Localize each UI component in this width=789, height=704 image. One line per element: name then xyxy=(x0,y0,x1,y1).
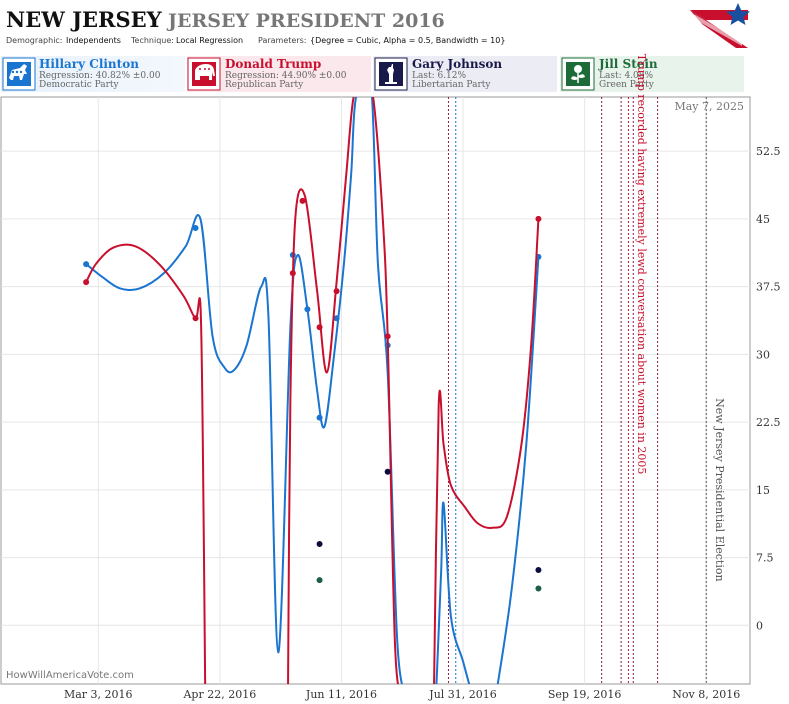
x-tick-label: Apr 22, 2016 xyxy=(182,688,256,701)
y-tick-label: 37.5 xyxy=(756,281,781,294)
legend-johnson-name: Gary Johnson xyxy=(412,57,502,71)
data-point xyxy=(304,306,311,313)
legend-clinton-stat: Regression: 40.82% ±0.00 xyxy=(39,71,161,81)
series-line xyxy=(85,243,207,684)
legend-johnson-party: Libertarian Party xyxy=(412,80,491,90)
y-tick-label: 22.5 xyxy=(756,416,781,429)
data-point xyxy=(83,279,90,286)
liberty-statue-icon xyxy=(379,62,403,86)
demographic-value: Independents xyxy=(66,36,121,45)
data-point xyxy=(299,197,306,204)
data-point xyxy=(316,414,323,421)
x-tick-label: Jun 11, 2016 xyxy=(305,688,377,701)
y-axis-ticks: 0 7.5 15 22.5 30 37.5 45 52.5 xyxy=(756,145,781,632)
data-point xyxy=(384,468,391,475)
data-point xyxy=(333,315,340,322)
legend-trump-stat: Regression: 44.90% ±0.00 xyxy=(225,71,347,81)
data-point xyxy=(535,215,542,222)
y-tick-label: 30 xyxy=(756,348,770,361)
annotation-label: Trump recorded having extremely lewd con… xyxy=(635,54,648,475)
rose-icon xyxy=(566,62,590,86)
parameters-value: {Degree = Cubic, Alpha = 0.5, Bandwidth … xyxy=(310,36,505,45)
parameters-label: Parameters: xyxy=(258,36,306,45)
y-tick-label: 0 xyxy=(756,619,763,632)
y-tick-label: 7.5 xyxy=(756,552,774,565)
x-tick-label: Mar 3, 2016 xyxy=(64,688,133,701)
y-tick-label: 45 xyxy=(756,213,770,226)
series-layer xyxy=(83,97,542,684)
series-line xyxy=(496,256,540,684)
data-point xyxy=(192,224,199,231)
legend-clinton: Hillary Clinton Regression: 40.82% ±0.00… xyxy=(1,56,185,92)
legend-clinton-name: Hillary Clinton xyxy=(39,57,139,71)
legend-stein-name: Jill Stein xyxy=(598,57,658,71)
data-point xyxy=(192,315,199,322)
series-line xyxy=(435,501,471,684)
data-point xyxy=(535,585,542,592)
watermark: HowWillAmericaVote.com xyxy=(6,670,134,681)
data-point xyxy=(535,567,542,574)
page-title: JERSEY PRESIDENT 2016 xyxy=(166,10,445,32)
legend-stein: Jill Stein Last: 4.08% Green Party xyxy=(560,56,744,92)
y-tick-label: 15 xyxy=(756,484,770,497)
legend-stein-party: Green Party xyxy=(599,80,655,90)
x-tick-label: Jul 31, 2016 xyxy=(428,688,497,701)
legend-johnson: Gary Johnson Last: 6.12% Libertarian Par… xyxy=(373,56,557,92)
event-lines xyxy=(447,97,707,684)
site-logo-icon xyxy=(690,3,750,48)
legend-clinton-party: Democratic Party xyxy=(39,80,120,90)
series-line xyxy=(287,97,399,684)
state-title: NEW JERSEY xyxy=(6,7,163,32)
series-line xyxy=(85,97,403,684)
demographic-label: Demographic: xyxy=(6,36,63,45)
data-point xyxy=(83,261,90,268)
x-tick-label: Nov 8, 2016 xyxy=(672,688,740,701)
technique-label: Technique: xyxy=(130,36,174,45)
grid xyxy=(1,97,750,684)
legend-trump-party: Republican Party xyxy=(225,80,304,90)
annotations: Trump recorded having extremely lewd con… xyxy=(635,54,726,582)
data-point xyxy=(316,577,323,584)
legend-stein-stat: Last: 4.08% xyxy=(599,71,654,81)
legend-johnson-stat: Last: 6.12% xyxy=(412,71,467,81)
annotation-label: New Jersey Presidential Election xyxy=(713,398,726,581)
candidate-legend: Hillary Clinton Regression: 40.82% ±0.00… xyxy=(1,56,744,92)
chart-date: May 7, 2025 xyxy=(674,100,744,113)
x-tick-label: Sep 19, 2016 xyxy=(548,688,622,701)
donkey-icon xyxy=(7,62,31,86)
y-tick-label: 52.5 xyxy=(756,145,781,158)
technique-value: Local Regression xyxy=(176,36,243,45)
data-point xyxy=(316,541,323,548)
legend-trump-name: Donald Trump xyxy=(225,57,321,71)
series-line xyxy=(433,218,540,684)
x-axis-ticks: Mar 3, 2016 Apr 22, 2016 Jun 11, 2016 Jul 3… xyxy=(64,688,740,701)
header: NEW JERSEY JERSEY PRESIDENT 2016 Demogra… xyxy=(6,3,750,48)
legend-trump: Donald Trump Regression: 44.90% ±0.00 Re… xyxy=(187,56,371,92)
elephant-icon xyxy=(192,62,216,86)
